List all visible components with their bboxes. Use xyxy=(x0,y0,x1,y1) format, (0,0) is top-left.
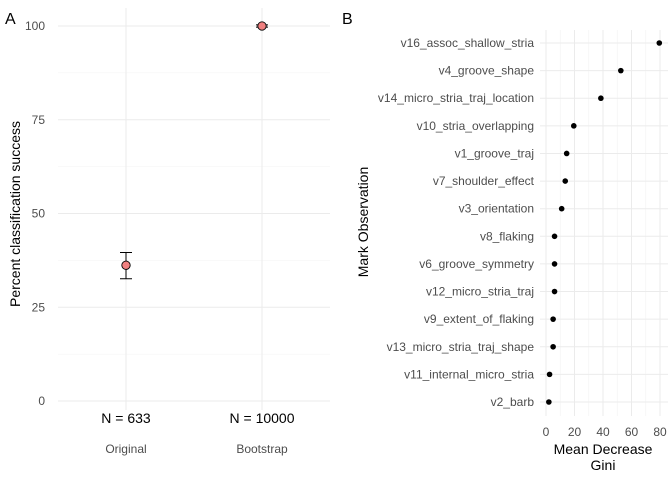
panel-b-category-label: v8_flaking xyxy=(480,229,534,243)
panel-a-letter: A xyxy=(5,11,16,28)
panel-b-point xyxy=(656,40,663,46)
panel-b-category-labels: v16_assoc_shallow_stria v4_groove_shape v1… xyxy=(378,36,535,409)
panel-b-category-label: v3_orientation xyxy=(459,202,534,216)
panel-a-n-annotation: N = 10000 xyxy=(230,410,295,426)
panel-b-point xyxy=(562,178,569,184)
panel-b-point xyxy=(550,316,556,322)
panel-b-x-tick-label: 0 xyxy=(543,425,550,439)
panel-b-category-label: v12_micro_stria_traj xyxy=(426,285,534,299)
panel-a-category-label: Original xyxy=(105,442,146,456)
panel-b: B v16_assoc_shallow_stria v4_groove_shape… xyxy=(342,11,668,473)
panel-a-category-label: Bootstrap xyxy=(236,442,288,456)
panel-b-category-label: v4_groove_shape xyxy=(439,64,535,78)
panel-b-point xyxy=(551,261,558,267)
panel-a-point xyxy=(257,21,267,31)
panel-a-y-tick-label: 100 xyxy=(25,19,45,33)
panel-b-category-label: v10_stria_overlapping xyxy=(417,119,534,133)
panel-b-point xyxy=(563,150,570,157)
panel-b-point xyxy=(558,205,565,212)
panel-b-category-label: v14_micro_stria_traj_location xyxy=(378,91,534,105)
panel-b-point xyxy=(546,371,553,378)
panel-b-letter: B xyxy=(342,11,353,28)
panel-a-y-tick-label: 75 xyxy=(32,113,46,127)
panel-b-x-tick-label: 40 xyxy=(596,425,610,439)
panel-b-category-label: v2_barb xyxy=(491,395,535,409)
panel-a-y-tick-labels: 0 25 50 75 100 xyxy=(25,19,45,408)
panel-a-y-tick-label: 50 xyxy=(32,207,46,221)
panel-b-point xyxy=(550,343,556,350)
panel-b-grid xyxy=(540,30,668,416)
panel-a-y-axis-title: Percent classification success xyxy=(7,121,23,307)
panel-a-point-group: N = 10000 xyxy=(230,21,295,426)
panel-b-category-label: v13_micro_stria_traj_shape xyxy=(387,340,535,354)
panel-b-x-axis-title: Mean Decrease Gini xyxy=(554,441,653,473)
panel-b-x-axis-title-line: Gini xyxy=(591,457,616,473)
panel-a-category-labels: Original Bootstrap xyxy=(105,442,288,456)
panel-b-category-label: v11_internal_micro_stria xyxy=(404,367,534,381)
panel-b-x-tick-label: 60 xyxy=(625,425,639,439)
panel-b-category-label: v7_shoulder_effect xyxy=(433,174,535,188)
panel-a-point-group: N = 633 xyxy=(101,252,151,426)
panel-b-category-label: v9_extent_of_flaking xyxy=(424,312,534,326)
panel-b-category-label: v1_groove_traj xyxy=(455,146,534,160)
panel-b-points xyxy=(546,40,663,405)
panel-a-grid xyxy=(58,8,330,410)
panel-a-n-annotation: N = 633 xyxy=(101,410,151,426)
panel-a-y-tick-label: 25 xyxy=(32,300,46,314)
panel-a: A 0 25 50 75 100 N = 633 N = 10000 Original Bo… xyxy=(5,8,330,456)
panel-b-x-tick-label: 80 xyxy=(653,425,667,439)
panel-b-x-tick-label: 20 xyxy=(568,425,582,439)
panel-a-point xyxy=(121,260,131,270)
panel-b-point xyxy=(551,288,558,295)
panel-b-point xyxy=(546,399,552,405)
panel-b-y-axis-title: Mark Observation xyxy=(355,167,371,277)
panel-b-point xyxy=(598,95,604,102)
panel-b-point xyxy=(618,67,624,74)
panel-b-x-tick-labels: 0 20 40 60 80 xyxy=(543,425,667,439)
panel-b-point xyxy=(551,233,558,240)
panel-b-point xyxy=(570,123,577,129)
panel-b-category-label: v16_assoc_shallow_stria xyxy=(401,36,535,50)
panel-b-category-label: v6_groove_symmetry xyxy=(419,257,534,271)
panel-b-x-axis-title-line: Mean Decrease xyxy=(554,441,653,457)
panel-a-y-tick-label: 0 xyxy=(38,394,45,408)
panel-a-points: N = 633 N = 10000 xyxy=(101,21,295,426)
